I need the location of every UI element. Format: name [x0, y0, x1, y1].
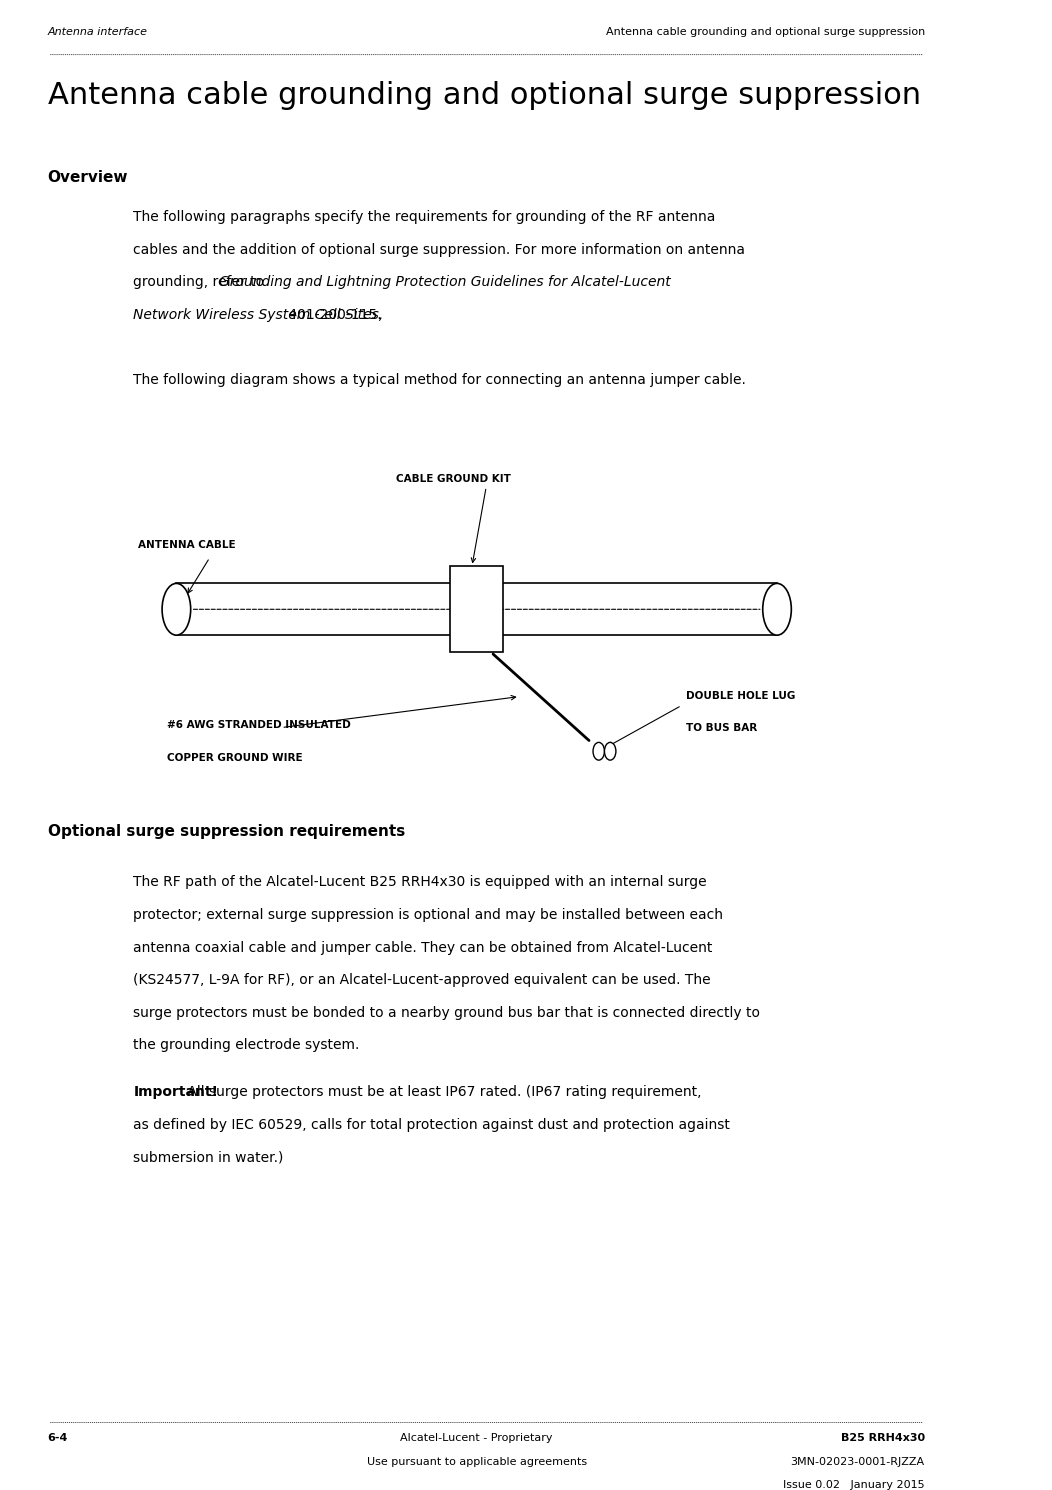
Text: Antenna interface: Antenna interface [47, 27, 147, 37]
Text: The RF path of the Alcatel-Lucent B25 RRH4x30 is equipped with an internal surge: The RF path of the Alcatel-Lucent B25 RR… [134, 876, 707, 890]
Text: 3MN-02023-0001-RJZZA: 3MN-02023-0001-RJZZA [791, 1457, 925, 1466]
Bar [450, 566, 503, 653]
Text: protector; external surge suppression is optional and may be installed between e: protector; external surge suppression is… [134, 907, 724, 922]
Text: ANTENNA CABLE: ANTENNA CABLE [138, 541, 236, 550]
Text: The following paragraphs specify the requirements for grounding of the RF antenn: The following paragraphs specify the req… [134, 210, 715, 224]
Text: 6-4: 6-4 [47, 1433, 68, 1442]
Text: #6 AWG STRANDED INSULATED: #6 AWG STRANDED INSULATED [167, 720, 350, 730]
Text: submersion in water.): submersion in water.) [134, 1150, 284, 1165]
Text: Grounding and Lightning Protection Guidelines for Alcatel-Lucent: Grounding and Lightning Protection Guide… [219, 276, 671, 289]
Text: All surge protectors must be at least IP67 rated. (IP67 rating requirement,: All surge protectors must be at least IP… [183, 1086, 702, 1100]
Text: 401-200-115.: 401-200-115. [284, 307, 381, 322]
Ellipse shape [162, 584, 190, 635]
Text: Antenna cable grounding and optional surge suppression: Antenna cable grounding and optional sur… [47, 82, 920, 110]
Text: CABLE GROUND KIT: CABLE GROUND KIT [396, 474, 510, 484]
Ellipse shape [763, 584, 791, 635]
Text: as defined by IEC 60529, calls for total protection against dust and protection : as defined by IEC 60529, calls for total… [134, 1118, 730, 1132]
Bar [177, 584, 777, 635]
Text: the grounding electrode system.: the grounding electrode system. [134, 1039, 360, 1052]
Text: Issue 0.02   January 2015: Issue 0.02 January 2015 [783, 1481, 925, 1490]
Text: grounding, refer to: grounding, refer to [134, 276, 269, 289]
Text: TO BUS BAR: TO BUS BAR [687, 723, 757, 733]
Circle shape [605, 742, 615, 760]
Text: Network Wireless System Cell Sites,: Network Wireless System Cell Sites, [134, 307, 384, 322]
Circle shape [593, 742, 605, 760]
Text: Alcatel-Lucent - Proprietary: Alcatel-Lucent - Proprietary [401, 1433, 553, 1442]
Text: Antenna cable grounding and optional surge suppression: Antenna cable grounding and optional sur… [606, 27, 925, 37]
Text: B25 RRH4x30: B25 RRH4x30 [841, 1433, 925, 1442]
Text: Optional surge suppression requirements: Optional surge suppression requirements [47, 824, 405, 839]
Text: antenna coaxial cable and jumper cable. They can be obtained from Alcatel-Lucent: antenna coaxial cable and jumper cable. … [134, 940, 713, 955]
Text: Use pursuant to applicable agreements: Use pursuant to applicable agreements [367, 1457, 587, 1466]
Text: surge protectors must be bonded to a nearby ground bus bar that is connected dir: surge protectors must be bonded to a nea… [134, 1006, 761, 1019]
Text: The following diagram shows a typical method for connecting an antenna jumper ca: The following diagram shows a typical me… [134, 372, 746, 387]
Text: (KS24577, L-9A for RF), or an Alcatel-Lucent-approved equivalent can be used. Th: (KS24577, L-9A for RF), or an Alcatel-Lu… [134, 973, 711, 986]
Text: cables and the addition of optional surge suppression. For more information on a: cables and the addition of optional surg… [134, 243, 746, 256]
Text: COPPER GROUND WIRE: COPPER GROUND WIRE [167, 752, 303, 763]
Text: Overview: Overview [47, 170, 128, 185]
Text: Important!: Important! [134, 1086, 219, 1100]
Text: DOUBLE HOLE LUG: DOUBLE HOLE LUG [687, 691, 795, 700]
